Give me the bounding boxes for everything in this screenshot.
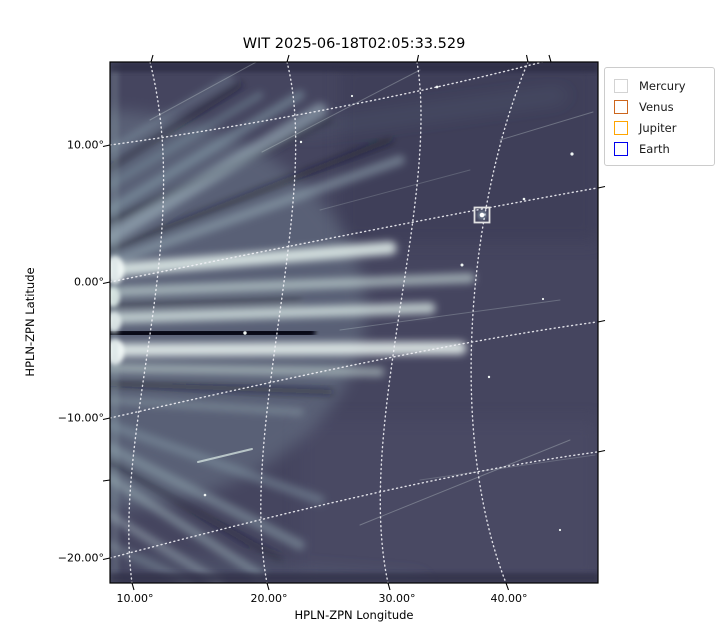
ytick-label-0: 0.00° bbox=[74, 275, 104, 289]
legend-label-earth: Earth bbox=[639, 141, 670, 156]
legend-item-venus: Venus bbox=[614, 96, 706, 117]
mercury-square-marker-icon bbox=[614, 78, 628, 93]
y-axis-label: HPLN-ZPN Latitude bbox=[23, 267, 37, 377]
jupiter-square-marker-icon bbox=[614, 120, 628, 135]
heliospheric-image bbox=[110, 62, 598, 583]
star-dots bbox=[203, 85, 574, 532]
xtick-label-10: 10.00° bbox=[116, 592, 154, 605]
legend-label-mercury: Mercury bbox=[639, 78, 686, 93]
mercury-marker bbox=[473, 206, 491, 224]
plot-title: WIT 2025-06-18T02:05:33.529 bbox=[242, 36, 466, 52]
ytick-label-m20: −20.00° bbox=[57, 551, 104, 565]
xtick-label-20: 20.00° bbox=[250, 592, 288, 605]
legend-label-jupiter: Jupiter bbox=[639, 120, 677, 135]
ytick-label-m10: −10.00° bbox=[57, 411, 104, 425]
venus-square-marker-icon bbox=[614, 99, 628, 114]
legend-item-mercury: Mercury bbox=[614, 75, 706, 96]
axes-border bbox=[109, 61, 599, 584]
xtick-label-40: 40.00° bbox=[490, 592, 528, 605]
ytick-label-10: 10.00° bbox=[67, 138, 104, 152]
xtick-label-30: 30.00° bbox=[378, 592, 416, 605]
legend: Mercury Venus Jupiter Earth bbox=[604, 67, 715, 166]
legend-item-earth: Earth bbox=[614, 138, 706, 159]
wcs-graticule bbox=[110, 62, 598, 583]
axis-ticks bbox=[102, 54, 606, 591]
x-axis-label: HPLN-ZPN Longitude bbox=[294, 608, 414, 622]
legend-label-venus: Venus bbox=[639, 99, 674, 114]
earth-square-marker-icon bbox=[614, 141, 628, 156]
legend-item-jupiter: Jupiter bbox=[614, 117, 706, 138]
